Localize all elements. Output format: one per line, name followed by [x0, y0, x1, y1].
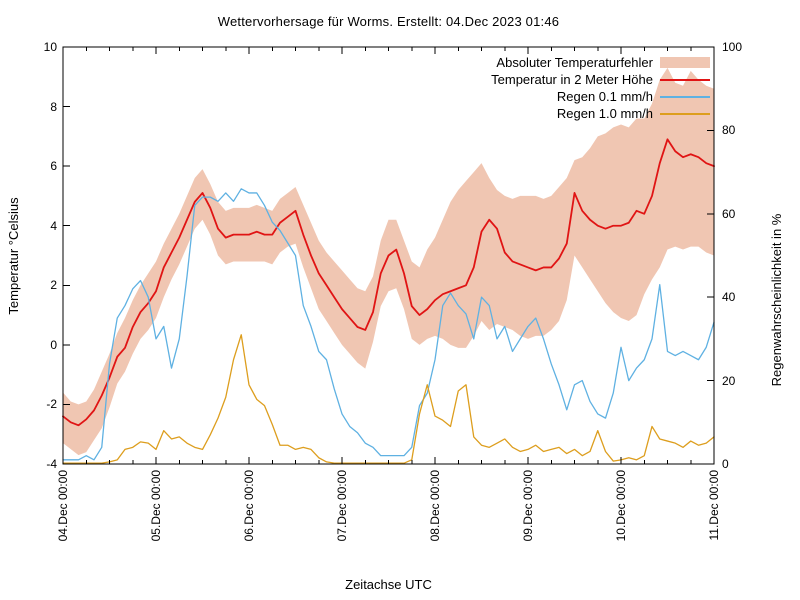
- legend-label-0: Absoluter Temperaturfehler: [496, 55, 653, 70]
- legend-label-3: Regen 1.0 mm/h: [556, 106, 653, 121]
- legend-entry-2: Regen 0.1 mm/h: [491, 88, 710, 105]
- x-tick-2: 06.Dec 00:00: [242, 470, 256, 542]
- legend-line-swatch-3: [660, 112, 710, 115]
- y-left-tick--2: -2: [46, 397, 57, 412]
- chart-title: Wettervorhersage für Worms. Erstellt: 04…: [217, 14, 560, 29]
- legend-line-swatch-1: [660, 78, 710, 81]
- y-right-tick-40: 40: [722, 290, 736, 305]
- y-left-tick-8: 8: [50, 99, 57, 114]
- legend-entry-1: Temperatur in 2 Meter Höhe: [491, 71, 710, 88]
- y-left-tick-2: 2: [50, 278, 57, 293]
- series-line-2: [62, 334, 715, 464]
- x-tick-0: 04.Dec 00:00: [56, 470, 70, 542]
- x-tick-5: 09.Dec 00:00: [521, 470, 535, 542]
- x-tick-4: 08.Dec 00:00: [428, 470, 442, 542]
- y-left-tick-0: 0: [50, 337, 57, 352]
- legend-band-swatch: [660, 57, 710, 68]
- series-line-1: [62, 188, 715, 461]
- legend-line-swatch-2: [660, 95, 710, 98]
- x-tick-1: 05.Dec 00:00: [149, 470, 163, 542]
- y-left-tick-4: 4: [50, 218, 57, 233]
- y-axis-label-right: Regenwahrscheinlichkeit in %: [769, 213, 784, 387]
- x-tick-7: 11.Dec 00:00: [707, 470, 721, 541]
- x-axis-label: Zeitachse UTC: [345, 577, 432, 592]
- x-tick-3: 07.Dec 00:00: [335, 470, 349, 542]
- legend-entry-0: Absoluter Temperaturfehler: [491, 54, 710, 71]
- y-right-tick-60: 60: [722, 206, 736, 221]
- legend-label-2: Regen 0.1 mm/h: [556, 89, 653, 104]
- temperature-error-band: [63, 67, 714, 456]
- legend-entry-3: Regen 1.0 mm/h: [491, 105, 710, 122]
- y-right-tick-80: 80: [722, 123, 736, 138]
- y-right-tick-0: 0: [722, 457, 729, 471]
- legend-label-1: Temperatur in 2 Meter Höhe: [491, 72, 653, 87]
- y-right-tick-20: 20: [722, 373, 736, 388]
- x-tick-6: 10.Dec 00:00: [614, 470, 628, 542]
- y-left-tick--4: -4: [46, 457, 57, 471]
- y-left-tick-10: 10: [43, 40, 57, 54]
- legend: Absoluter Temperaturfehler Temperatur in …: [491, 54, 710, 122]
- series-line-0: [62, 138, 715, 427]
- y-right-tick-100: 100: [722, 40, 743, 54]
- y-left-tick-6: 6: [50, 159, 57, 174]
